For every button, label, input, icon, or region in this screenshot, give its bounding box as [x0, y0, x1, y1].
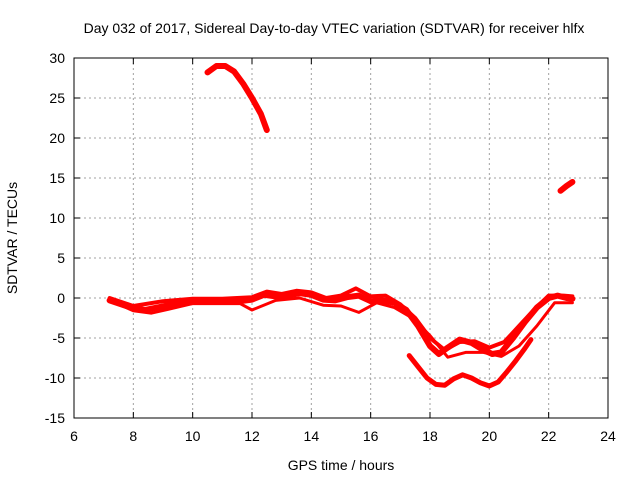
y-axis-title: SDTVAR / TECUs — [4, 182, 20, 294]
tick-layer: 6 8 10 12 14 16 18 20 22 24 -15 -10 -5 0 5 10 15 20 25 30 — [45, 50, 616, 444]
series-line-main — [106, 290, 576, 357]
plot-frame — [73, 57, 609, 419]
chart-title: Day 032 of 2017, Sidereal Day-to-day VTE… — [84, 20, 585, 36]
x-tick-label: 16 — [363, 428, 379, 444]
x-tick-label: 6 — [70, 428, 78, 444]
y-tick-label: 5 — [57, 250, 65, 266]
series-line-high-arc — [204, 63, 270, 133]
x-tick-label: 20 — [482, 428, 498, 444]
y-tick-label: 0 — [57, 290, 65, 306]
y-tick-label: -5 — [53, 330, 66, 346]
y-tick-label: 20 — [49, 130, 65, 146]
series-line-main-upper — [107, 286, 575, 352]
x-tick-label: 24 — [600, 428, 616, 444]
x-tick-label: 12 — [244, 428, 260, 444]
x-tick-label: 8 — [129, 428, 137, 444]
x-tick-label: 10 — [185, 428, 201, 444]
x-axis-title: GPS time / hours — [288, 457, 395, 473]
series-layer — [106, 63, 576, 389]
y-tick-label: -15 — [45, 410, 65, 426]
y-tick-label: 15 — [49, 170, 65, 186]
y-tick-label: 25 — [49, 90, 65, 106]
x-tick-label: 14 — [304, 428, 320, 444]
series-line-lower-arc — [406, 337, 534, 389]
y-tick-label: 30 — [49, 50, 65, 66]
y-tick-label: -10 — [45, 370, 65, 386]
y-tick-label: 10 — [49, 210, 65, 226]
x-tick-label: 22 — [541, 428, 557, 444]
series-line-right-segment — [557, 179, 576, 194]
grid-layer — [74, 58, 608, 418]
x-tick-label: 18 — [422, 428, 438, 444]
series-line-main-lower — [114, 296, 574, 359]
